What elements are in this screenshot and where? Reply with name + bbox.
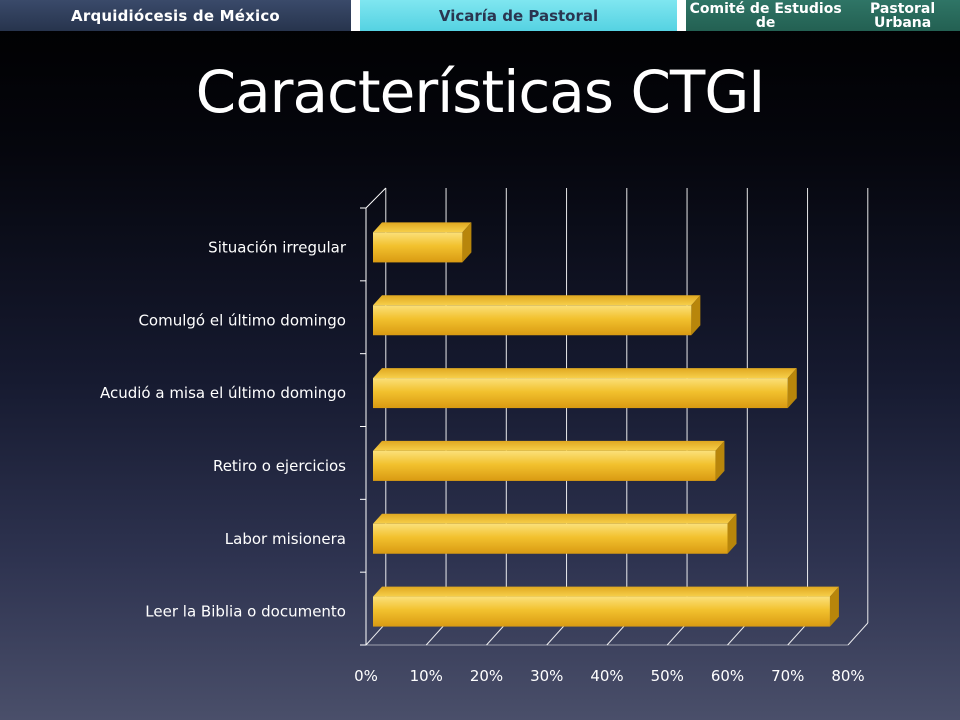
x-tick-label: 10% — [410, 667, 443, 685]
header-tab-comite: Comité de Estudios de Pastoral Urbana — [686, 0, 960, 31]
x-tick-label: 0% — [354, 667, 378, 685]
bar — [373, 305, 692, 336]
bar-top — [373, 368, 797, 379]
bar-top — [373, 440, 725, 451]
x-tick-label: 30% — [530, 667, 563, 685]
x-tick-label: 70% — [771, 667, 804, 685]
x-tick-label: 40% — [590, 667, 623, 685]
bar-side — [787, 368, 797, 409]
slide-title: Características CTGI — [195, 58, 766, 126]
category-label: Situación irregular — [208, 238, 347, 256]
header-tab-vicaria: Vicaría de Pastoral — [360, 0, 677, 31]
floor-gridline — [365, 622, 387, 646]
bar — [373, 232, 463, 263]
bar-top — [373, 586, 839, 597]
header-bar: Arquidiócesis de México Vicaría de Pasto… — [0, 0, 960, 31]
bar — [373, 523, 728, 554]
y-axis-top-edge — [365, 187, 387, 209]
bar — [373, 378, 788, 409]
bar — [373, 596, 830, 627]
bar-top — [373, 295, 701, 306]
bar-side — [829, 586, 839, 627]
x-tick-label: 50% — [651, 667, 684, 685]
floor-gridline — [546, 622, 567, 646]
bar-side — [715, 440, 725, 481]
category-label: Acudió a misa el último domingo — [100, 384, 346, 402]
header-tab-arquidiocesis: Arquidiócesis de México — [0, 0, 351, 31]
x-tick-label: 20% — [470, 667, 503, 685]
x-tick-label: 60% — [711, 667, 744, 685]
header-tab-comite-line1: Comité de Estudios de — [689, 1, 842, 31]
floor-gridline — [486, 622, 507, 646]
bar-top — [373, 222, 472, 233]
x-tick-label: 80% — [831, 667, 864, 685]
bar-side — [727, 513, 737, 554]
floor-gridline — [847, 622, 869, 646]
floor-gridline — [666, 622, 688, 646]
floor-gridline — [787, 622, 808, 646]
category-label: Retiro o ejercicios — [213, 457, 346, 475]
header-tab-comite-line2: Pastoral Urbana — [870, 1, 936, 31]
bar-side — [462, 222, 472, 263]
category-label: Leer la Biblia o documento — [145, 603, 346, 621]
category-label: Comulgó el último domingo — [138, 311, 346, 329]
floor-gridline — [727, 622, 748, 646]
category-label: Labor misionera — [225, 530, 346, 548]
bar-side — [691, 295, 701, 336]
floor-gridline — [425, 622, 447, 646]
floor-gridline — [606, 622, 628, 646]
bar-top — [373, 513, 737, 524]
bar — [373, 450, 716, 481]
